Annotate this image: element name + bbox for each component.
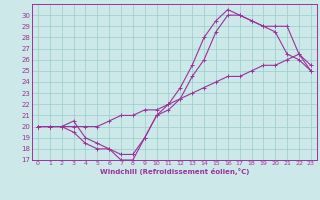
X-axis label: Windchill (Refroidissement éolien,°C): Windchill (Refroidissement éolien,°C) bbox=[100, 168, 249, 175]
